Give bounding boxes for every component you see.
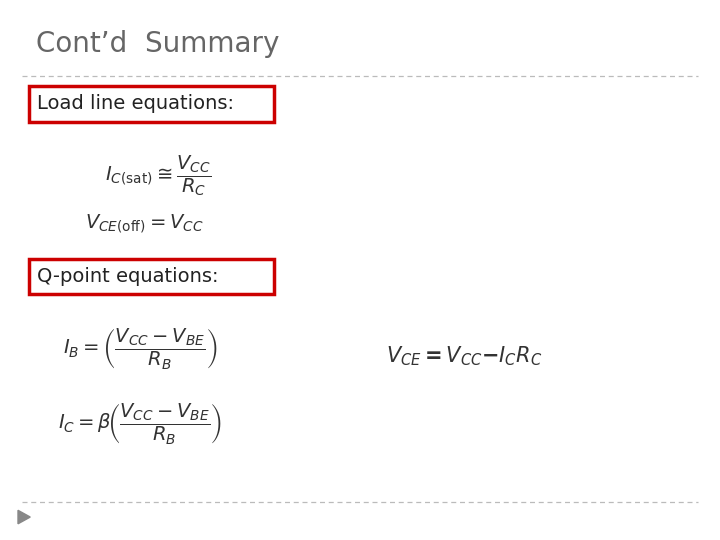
FancyBboxPatch shape (29, 86, 274, 122)
Text: $V_{CE(\mathrm{off})} = V_{CC}$: $V_{CE(\mathrm{off})} = V_{CC}$ (84, 213, 204, 235)
Text: $I_{C(\mathrm{sat})} \cong \dfrac{V_{CC}}{R_C}$: $I_{C(\mathrm{sat})} \cong \dfrac{V_{CC}… (105, 153, 212, 198)
FancyBboxPatch shape (29, 259, 274, 294)
Text: Load line equations:: Load line equations: (37, 94, 235, 113)
Text: Cont’d  Summary: Cont’d Summary (36, 30, 279, 58)
Text: $V_{CE} \mathbf{=} V_{CC} \mathbf{-} I_C R_C$: $V_{CE} \mathbf{=} V_{CC} \mathbf{-} I_C… (386, 345, 543, 368)
Text: Q-point equations:: Q-point equations: (37, 267, 219, 286)
Text: $\boldsymbol{I_B} = \left(\dfrac{V_{CC} - V_{BE}}{R_B}\right)$: $\boldsymbol{I_B} = \left(\dfrac{V_{CC} … (63, 326, 217, 371)
Text: $I_C = \beta\!\left(\dfrac{V_{CC} - V_{BE}}{R_B}\right)$: $I_C = \beta\!\left(\dfrac{V_{CC} - V_{B… (58, 401, 222, 447)
Polygon shape (18, 510, 30, 524)
